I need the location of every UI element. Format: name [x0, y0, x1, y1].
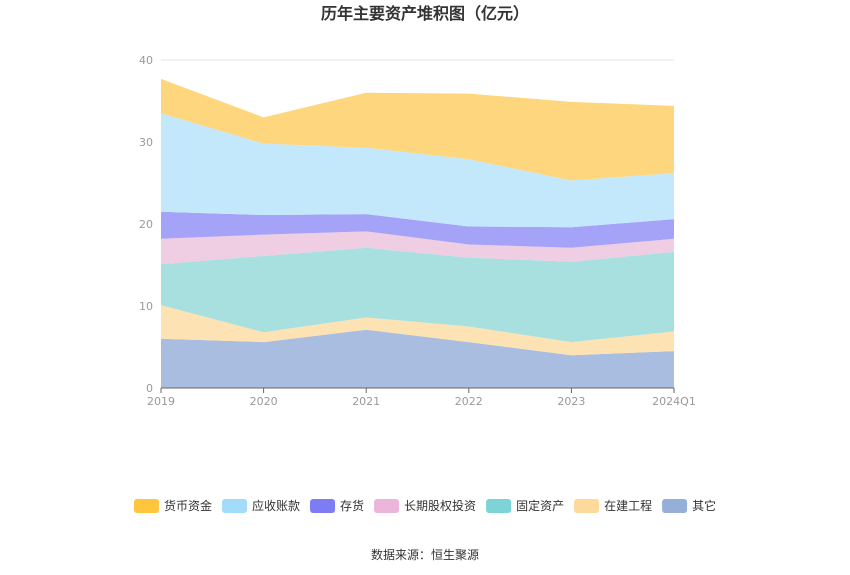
x-tick-label: 2021 — [352, 395, 380, 408]
legend-swatch — [662, 499, 688, 513]
legend-swatch — [134, 499, 159, 513]
area-series-4 — [161, 211, 674, 248]
x-tick-label: 2020 — [250, 395, 278, 408]
axes: 0 10 20 30 40 2019 2020 2021 2022 2023 2024Q1 — [139, 54, 696, 408]
data-source: 数据来源：恒生聚源 — [371, 547, 479, 562]
area-series-2 — [161, 247, 674, 343]
legend-label: 货币资金 — [164, 498, 212, 513]
area-series-0 — [161, 329, 674, 388]
area-series-5 — [161, 113, 674, 228]
area-series-6 — [161, 78, 674, 181]
legend-label: 其它 — [692, 498, 716, 513]
y-tick-label: 20 — [139, 218, 153, 231]
y-tick-label: 30 — [139, 136, 153, 149]
legend-label: 固定资产 — [516, 498, 564, 513]
area-series — [161, 78, 674, 388]
legend-swatch — [486, 499, 512, 513]
legend-label: 在建工程 — [604, 498, 652, 513]
legend-item[interactable]: 固定资产 — [486, 498, 564, 513]
legend-swatch — [574, 499, 600, 513]
legend-item[interactable]: 应收账款 — [222, 498, 300, 513]
legend-item[interactable]: 其它 — [662, 498, 716, 513]
legend-item[interactable]: 长期股权投资 — [374, 498, 476, 513]
x-tick-label: 2023 — [557, 395, 585, 408]
area-series-1 — [161, 305, 674, 356]
area-series-3 — [161, 231, 674, 265]
x-tick-label: 2024Q1 — [652, 395, 696, 408]
legend-item[interactable]: 存货 — [310, 498, 364, 513]
legend-swatch — [222, 499, 248, 513]
x-tick-label: 2022 — [455, 395, 483, 408]
chart-title: 历年主要资产堆积图（亿元） — [321, 4, 529, 23]
legend-label: 长期股权投资 — [404, 498, 476, 513]
y-tick-label: 10 — [139, 300, 153, 313]
legend-swatch — [374, 499, 400, 513]
x-tick-label: 2019 — [147, 395, 175, 408]
legend-label: 存货 — [340, 498, 364, 513]
legend-item[interactable]: 货币资金 — [134, 498, 212, 513]
legend-label: 应收账款 — [252, 498, 300, 513]
legend[interactable]: 货币资金 应收账款 存货 长期股权投资 固定资产 在建工程 其它 — [134, 498, 716, 513]
y-tick-label: 40 — [139, 54, 153, 67]
y-tick-label: 0 — [146, 382, 153, 395]
legend-item[interactable]: 在建工程 — [574, 498, 652, 513]
legend-swatch — [310, 499, 336, 513]
